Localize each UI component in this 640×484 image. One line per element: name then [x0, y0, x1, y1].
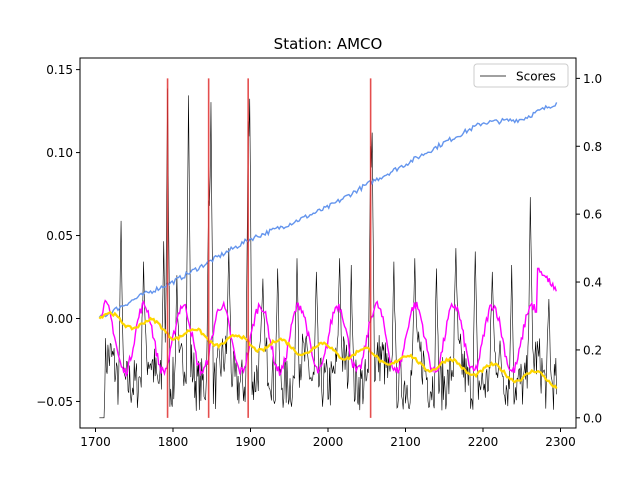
x-tick-label: 2200 — [468, 435, 499, 449]
x-tick-label: 2000 — [313, 435, 344, 449]
y-left-tick-label: −0.05 — [36, 395, 73, 409]
x-axis-ticks: 1700 1800 1900 2000 2100 2200 2300 — [80, 428, 576, 449]
x-tick-label: 1800 — [158, 435, 189, 449]
x-tick-label: 1900 — [235, 435, 266, 449]
y-right-tick-label: 0.6 — [583, 208, 602, 222]
y-left-tick-label: 0.00 — [46, 312, 73, 326]
y-right-tick-label: 0.4 — [583, 276, 602, 290]
legend-scores-label: Scores — [516, 70, 556, 84]
y-left-tick-label: 0.05 — [46, 229, 73, 243]
series-trend-line — [98, 102, 558, 318]
series-decline-line — [98, 310, 558, 390]
y-left-tick-label: 0.15 — [46, 63, 73, 77]
x-tick-label: 1700 — [80, 435, 111, 449]
series-scores-line — [99, 88, 557, 419]
y-right-tick-label: 0.8 — [583, 140, 602, 154]
y-left-axis-ticks: −0.05 0.00 0.05 0.10 0.15 — [36, 63, 80, 409]
legend: Scores — [473, 63, 569, 88]
x-tick-label: 2100 — [390, 435, 421, 449]
series-oscillation-line — [99, 267, 557, 378]
chart-title: Station: AMCO — [274, 35, 383, 53]
x-tick-label: 2300 — [545, 435, 576, 449]
y-right-tick-label: 0.0 — [583, 411, 602, 425]
legend-box — [473, 63, 569, 88]
y-right-tick-label: 0.2 — [583, 343, 602, 357]
y-right-axis-ticks: 0.0 0.2 0.4 0.6 0.8 1.0 — [576, 72, 602, 425]
series-layer — [98, 78, 558, 419]
y-right-tick-label: 1.0 — [583, 72, 602, 86]
y-left-tick-label: 0.10 — [46, 146, 73, 160]
